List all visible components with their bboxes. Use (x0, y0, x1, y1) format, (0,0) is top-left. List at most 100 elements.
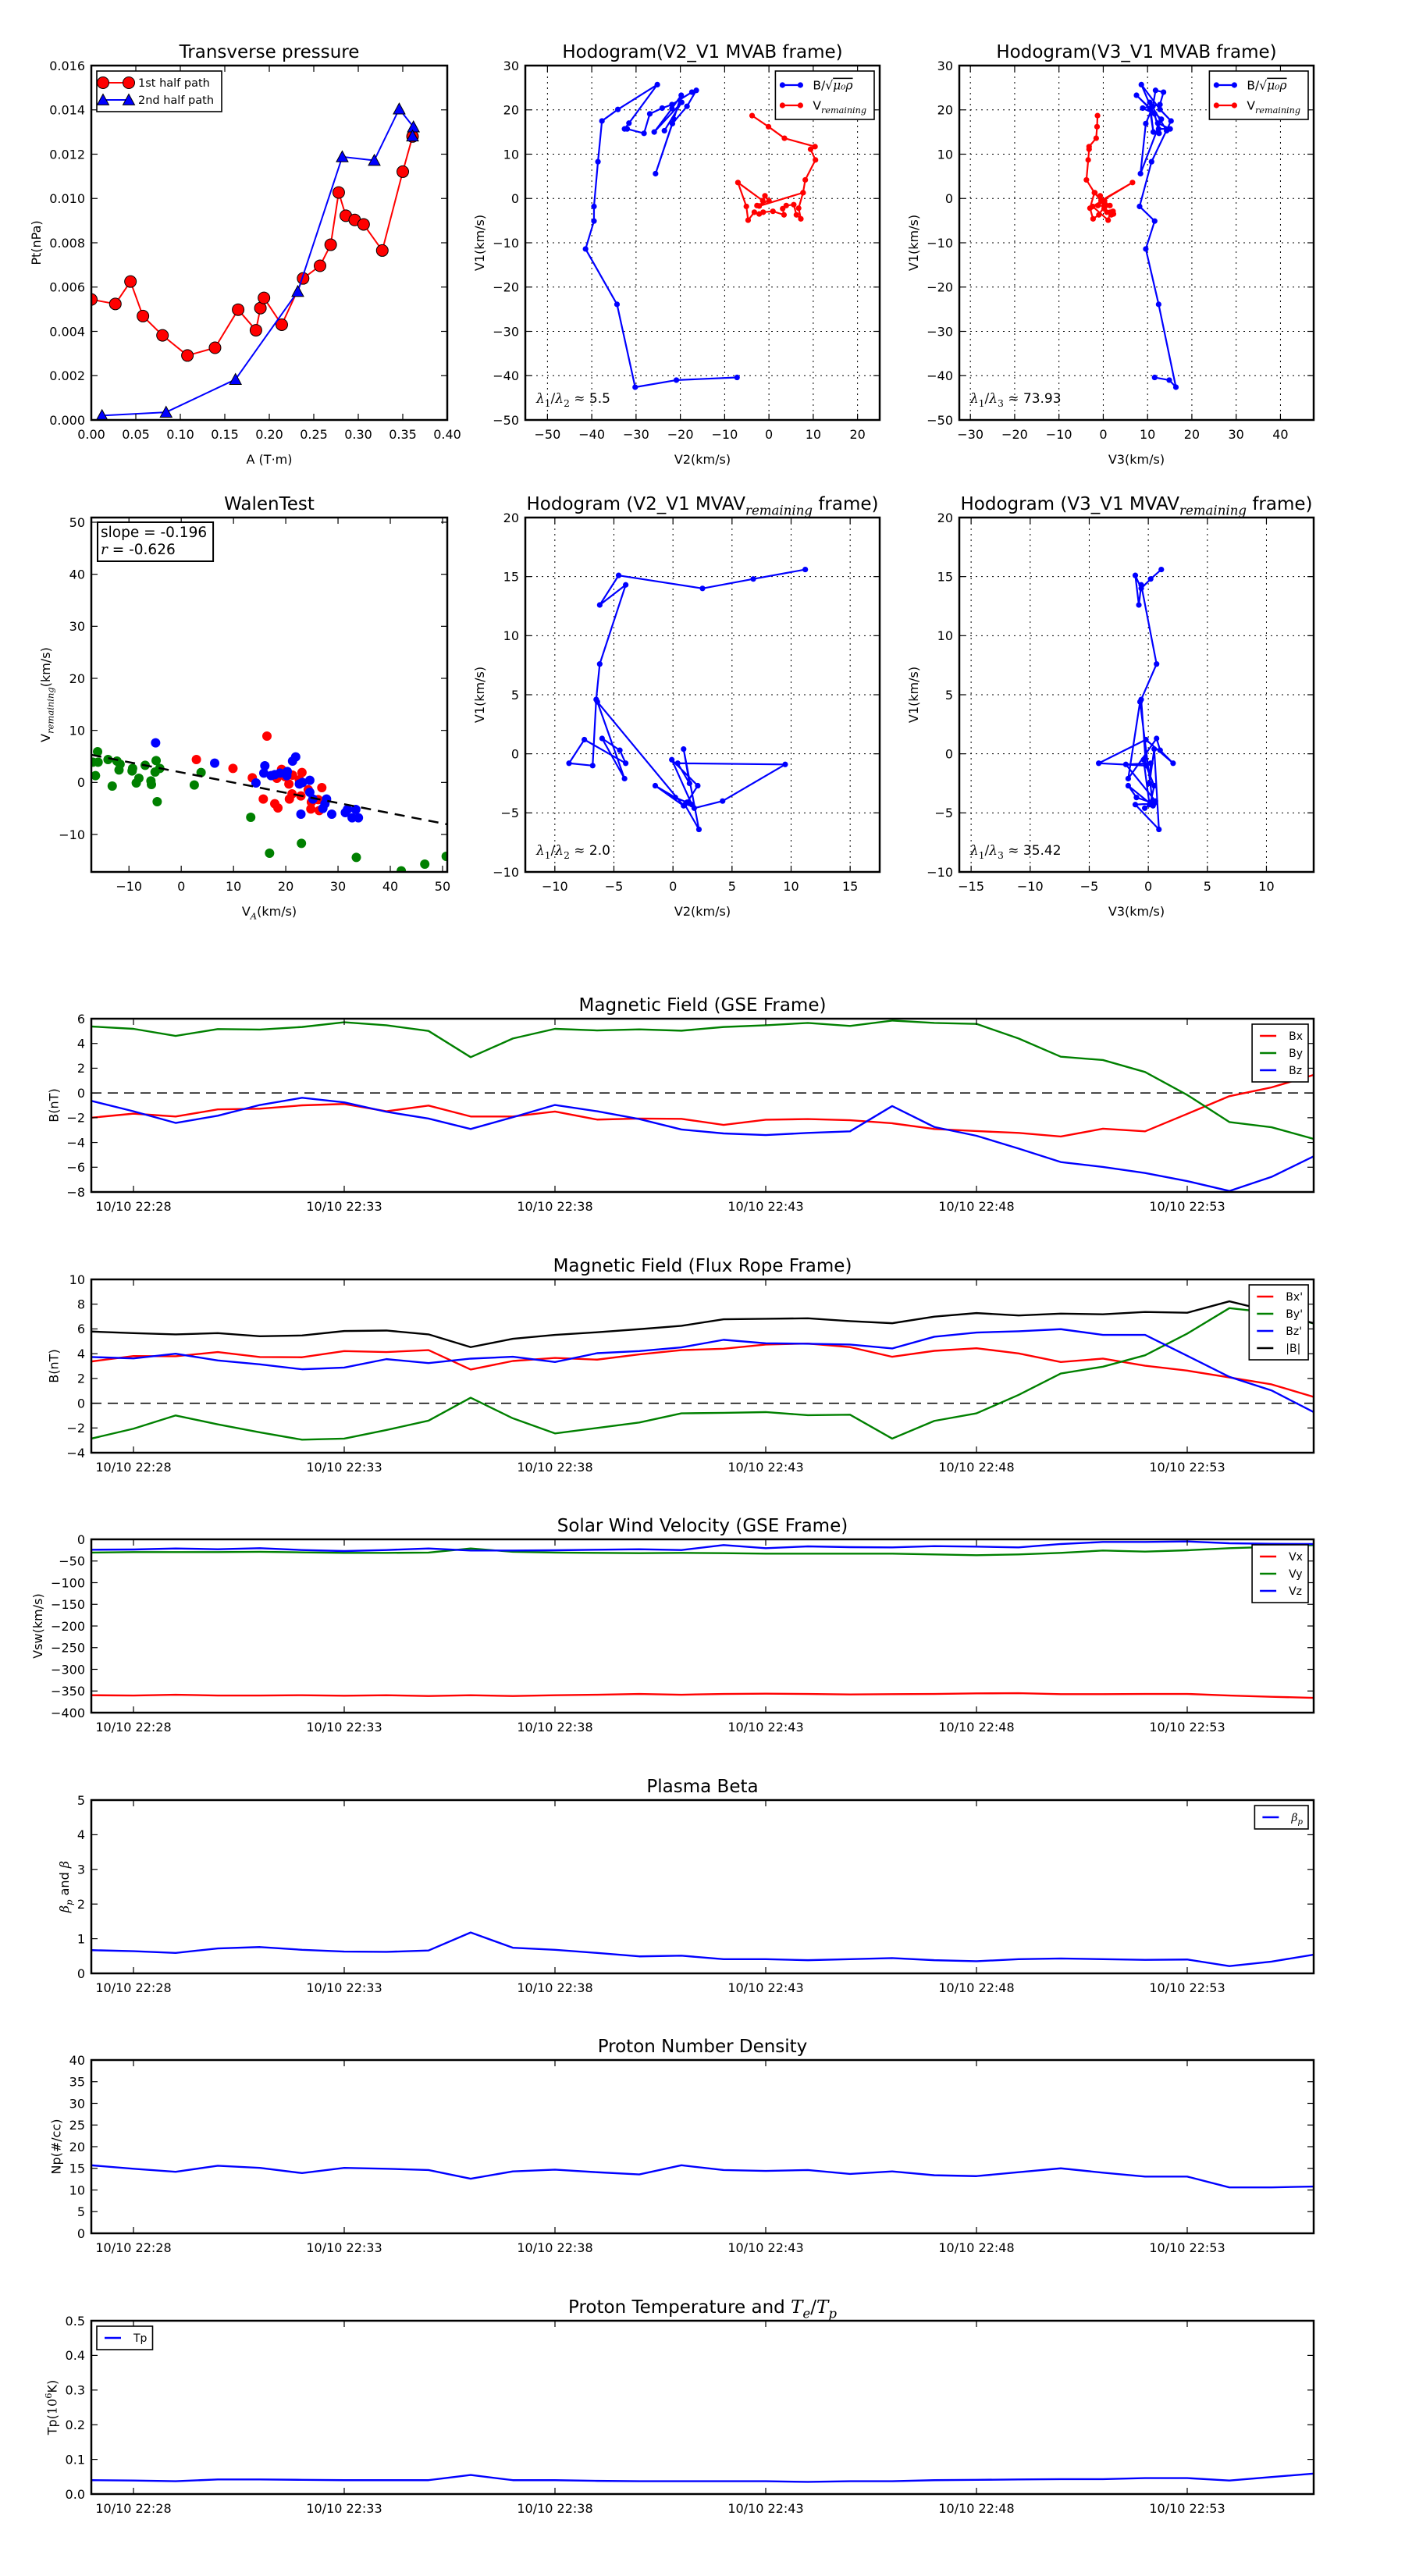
y-tick-label: 0.0 (66, 2487, 85, 2502)
y-tick-label: 0.5 (66, 2314, 85, 2329)
text-segment: / (810, 2297, 816, 2318)
text-segment: r (101, 542, 108, 558)
x-tick-label: 10/10 22:38 (517, 1980, 592, 1995)
text-segment: λ (554, 391, 564, 407)
data-point (1151, 374, 1158, 381)
series-b (1133, 81, 1179, 390)
x-tick-label: 10/10 22:48 (938, 2240, 1014, 2255)
x-tick-label: 10/10 22:48 (938, 1720, 1014, 1735)
chart-title: Magnetic Field (Flux Rope Frame) (553, 1256, 852, 1276)
data-point (1094, 112, 1101, 119)
fit-line (91, 753, 447, 826)
x-tick-label: 0 (669, 879, 677, 894)
data-point (1093, 135, 1099, 141)
data-point (1147, 799, 1154, 806)
y-tick-label: 0.006 (49, 280, 85, 295)
y-tick-label: −200 (51, 1619, 85, 1634)
plot-content (959, 518, 1314, 872)
data-point (108, 297, 122, 311)
data-point (1090, 203, 1096, 210)
data-point (1158, 116, 1165, 123)
x-tick-label: 10/10 22:28 (95, 2240, 171, 2255)
data-point (615, 572, 622, 578)
data-point (147, 780, 157, 789)
legend-marker (1231, 82, 1237, 88)
legend-entry-1st-half-path: 1st half path (97, 76, 210, 90)
data-point (258, 794, 269, 804)
x-tick-label: 10/10 22:53 (1149, 1980, 1225, 1995)
y-tick-label: 2 (77, 1061, 85, 1076)
data-point (669, 105, 675, 112)
data-point (313, 259, 326, 272)
y-tick-label: 30 (69, 2096, 85, 2111)
series-b (91, 1300, 1314, 1348)
data-point (91, 293, 98, 306)
series-vx (91, 1692, 1314, 1699)
data-point (324, 238, 337, 251)
data-point (751, 209, 757, 215)
data-point (1151, 746, 1158, 753)
y-tick-label: −30 (493, 324, 519, 339)
y-tick-label: 0.4 (66, 2348, 85, 2363)
axes-frame (90, 1278, 1315, 1454)
text-segment: ≈ (570, 391, 589, 407)
text-segment: Proton Temperature and (568, 2297, 791, 2318)
data-point (759, 197, 766, 204)
data-point (343, 805, 353, 814)
series-bz (91, 1328, 1314, 1414)
y-tick-label: 0 (77, 1086, 85, 1101)
x-tick-label: −20 (1001, 427, 1028, 442)
y-tick-label: −300 (51, 1662, 85, 1677)
y-tick-label: 20 (503, 103, 519, 118)
x-tick-label: 0.35 (389, 427, 417, 442)
data-point (1154, 661, 1160, 667)
y-tick-label: 0 (77, 2226, 85, 2241)
data-point (695, 826, 702, 833)
x-tick-label: 0.40 (433, 427, 461, 442)
data-point (1172, 384, 1179, 390)
data-point (1101, 203, 1108, 209)
y-tick-label: 6 (77, 1012, 85, 1026)
text-segment: A (250, 910, 257, 921)
x-tick-label: 30 (330, 879, 346, 894)
x-tick-label: 20 (278, 879, 293, 894)
data-point (1152, 798, 1158, 804)
data-point (802, 566, 809, 573)
x-tick-label: −5 (1080, 879, 1099, 894)
data-point (275, 318, 288, 331)
text-segment: (km/s) (38, 647, 53, 687)
x-tick-label: 10/10 22:33 (306, 1460, 382, 1475)
text-segment: √ (1259, 79, 1267, 93)
series-line (91, 2472, 1314, 2483)
y-tick-label: 20 (937, 511, 953, 525)
data-point (297, 272, 310, 285)
series-2nd-half-path (95, 102, 421, 420)
y-tick-label: −5 (500, 806, 519, 820)
x-tick-label: 0.20 (255, 427, 283, 442)
stats-line: slope = -0.196 (101, 525, 207, 541)
data-point (670, 116, 677, 123)
data-point (699, 585, 706, 592)
data-point (795, 205, 802, 212)
data-point (595, 158, 601, 165)
y-tick-label: 5 (77, 2204, 85, 2219)
series-line (91, 1307, 1314, 1441)
text-segment: remaining (1179, 503, 1247, 518)
series-line (567, 568, 806, 831)
text-segment: 10 (45, 2399, 60, 2414)
legend-label: |B| (1286, 1343, 1300, 1355)
text-segment: 2 (564, 850, 570, 861)
text-segment: β (57, 1905, 72, 1913)
data-point (641, 130, 647, 137)
data-point (1156, 130, 1162, 137)
y-tick-label: −10 (493, 865, 519, 880)
text-segment: B/ (1247, 79, 1260, 93)
x-tick-label: 10/10 22:28 (95, 1980, 171, 1995)
x-axis-label: V3(km/s) (1108, 452, 1165, 467)
y-tick-label: 10 (937, 147, 953, 162)
data-point (582, 736, 588, 743)
data-point (1133, 795, 1140, 801)
data-point (208, 341, 222, 354)
y-axis-label: Np(#/cc) (49, 2119, 64, 2175)
data-point (103, 755, 113, 764)
